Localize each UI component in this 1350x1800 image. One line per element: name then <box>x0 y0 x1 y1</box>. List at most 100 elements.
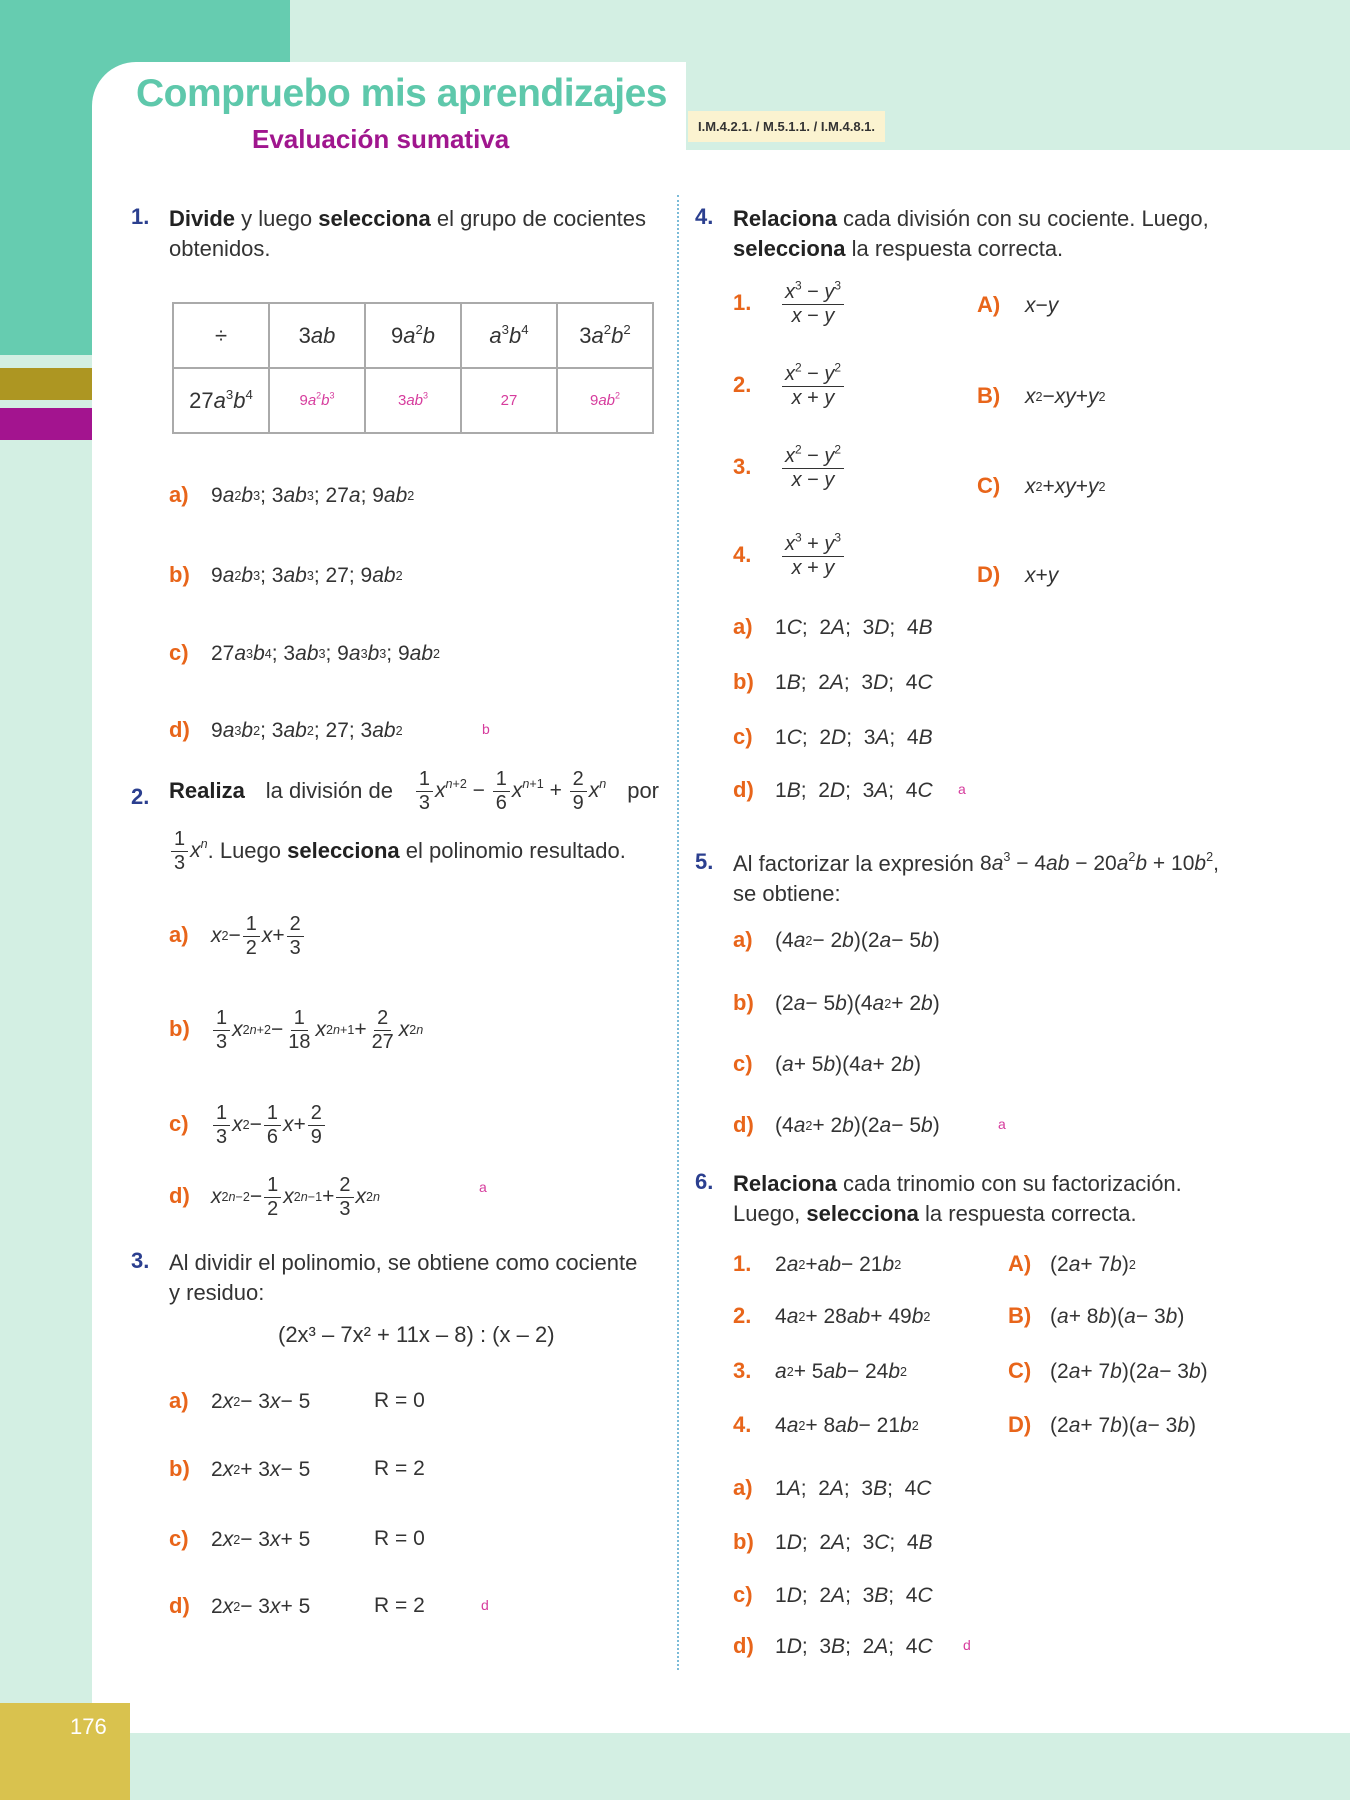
division-table: ÷ 3ab 9a2b a3b4 3a2b2 27a3b4 9a2b3 3ab3 27 9ab2 <box>172 302 654 434</box>
option-label[interactable]: c) <box>169 1111 189 1136</box>
text: obtenidos. <box>169 236 271 261</box>
text: la respuesta correcta. <box>918 1201 1137 1226</box>
question-6-text: Relaciona cada trinomio con su factoriza… <box>733 1169 1253 1229</box>
answer-key: b <box>482 721 490 737</box>
option-expression[interactable]: x 2n−2 − 1 2 x 2n−1 + 2 3 x 2n <box>211 1173 381 1220</box>
option-label[interactable]: b) <box>169 562 190 587</box>
bold-word: selecciona <box>318 206 431 231</box>
polynomial-division: (2x³ – 7x² + 11x – 8) : (x – 2) <box>278 1322 555 1347</box>
question-3-text: Al dividir el polinomio, se obtiene como… <box>169 1248 637 1308</box>
text: la división de <box>265 778 393 804</box>
answer-key: d <box>481 1597 489 1613</box>
option-expression[interactable]: (a + 5 b)(4 a + 2 b) <box>775 1053 921 1076</box>
page-subtitle: Evaluación sumativa <box>252 124 510 154</box>
table-header-cell: 3a2b2 <box>556 302 654 369</box>
text: cada división con su cociente. Luego, <box>836 206 1209 231</box>
result-expression: (a + 8 b)(a − 3 b) <box>1050 1305 1185 1328</box>
table-header-cell: 9a2b <box>364 302 462 369</box>
result-letter: C) <box>977 473 1001 498</box>
question-4-text: Relaciona cada división con su cociente.… <box>733 204 1253 264</box>
option-label[interactable]: d) <box>733 777 754 802</box>
option-label[interactable]: a) <box>733 614 753 639</box>
option-label[interactable]: c) <box>169 640 189 665</box>
magenta-side-tab <box>0 408 92 440</box>
option-label[interactable]: c) <box>733 1051 753 1076</box>
question-number: 6. <box>695 1169 714 1194</box>
question-2-text: Realiza la división de 1 3 xn+2 − 1 6 xn+1 + 2… <box>169 768 659 815</box>
option-label[interactable]: d) <box>733 1633 754 1658</box>
text: por <box>627 778 659 804</box>
item-expression: x3 − y3 x − y <box>780 274 846 334</box>
table-cell: 3ab3 <box>364 367 462 434</box>
page-title: Compruebo mis aprendizajes <box>136 72 667 115</box>
option-label[interactable]: a) <box>733 927 753 952</box>
option-expression[interactable]: (4 a 2 + 2 b)(2 a − 5 b) <box>775 1114 940 1137</box>
remainder: R = 2 <box>374 1594 425 1617</box>
bold-word: Relaciona <box>733 206 837 231</box>
bold-word: selecciona <box>287 838 400 864</box>
bold-word: Divide <box>169 206 236 231</box>
option-expression[interactable]: 1 3 x 2n+2 − 1 18 x 2n+1 + 2 27 x 2n <box>211 1007 423 1053</box>
option-label[interactable]: b) <box>733 1529 754 1554</box>
answer-key: d <box>963 1637 971 1653</box>
option-label[interactable]: d) <box>169 1593 190 1618</box>
option-label[interactable]: b) <box>169 1016 190 1041</box>
option-expression[interactable]: (4 a 2 − 2 b)(2 a − 5 b) <box>775 929 940 952</box>
bottom-band <box>0 1733 1350 1800</box>
option-label[interactable]: a) <box>169 1388 189 1413</box>
expression: 8a3 − 4ab − 20a2b + 10b2, <box>980 850 1219 875</box>
item-number: 1. <box>733 290 752 315</box>
option-label[interactable]: a) <box>169 922 189 947</box>
item-expression: x2 − y2 x − y <box>780 438 846 498</box>
table-header-cell: ÷ <box>172 302 270 369</box>
option-label[interactable]: c) <box>733 1582 753 1607</box>
text: y luego <box>235 206 319 231</box>
item-expression: x3 + y3 x + y <box>780 526 846 586</box>
result-letter: D) <box>977 562 1001 587</box>
text: la respuesta correcta. <box>845 236 1064 261</box>
text: y residuo: <box>169 1280 265 1305</box>
question-5-text-line2: se obtiene: <box>733 881 841 906</box>
text: Luego, <box>733 1201 807 1226</box>
option-label[interactable]: b) <box>733 669 754 694</box>
curriculum-codes-badge: I.M.4.2.1. / M.5.1.1. / I.M.4.8.1. <box>688 111 886 142</box>
option-expression[interactable]: (2 a − 5 b)(4 a 2 + 2 b) <box>775 992 940 1015</box>
option-label[interactable]: d) <box>169 717 190 742</box>
text: cada trinomio con su factorización. <box>836 1171 1182 1196</box>
table-cell: 9ab2 <box>556 367 654 434</box>
option-label[interactable]: b) <box>169 1456 190 1481</box>
result-letter: B) <box>977 383 1001 408</box>
option-label[interactable]: a) <box>733 1475 753 1500</box>
item-expression: x2 − y2 x + y <box>780 356 846 416</box>
option-label[interactable]: c) <box>169 1526 189 1551</box>
item-number: 1. <box>733 1251 752 1276</box>
text: Al dividir el polinomio, se obtiene como… <box>169 1250 638 1275</box>
option-label[interactable]: c) <box>733 724 753 749</box>
option-label[interactable]: d) <box>169 1183 190 1208</box>
option-label[interactable]: b) <box>733 990 754 1015</box>
question-number: 2. <box>131 784 150 809</box>
result-expression: x − y <box>1025 294 1059 317</box>
option-label[interactable]: a) <box>169 482 189 507</box>
bold-word: Realiza <box>169 778 245 804</box>
option-label[interactable]: d) <box>733 1112 754 1137</box>
